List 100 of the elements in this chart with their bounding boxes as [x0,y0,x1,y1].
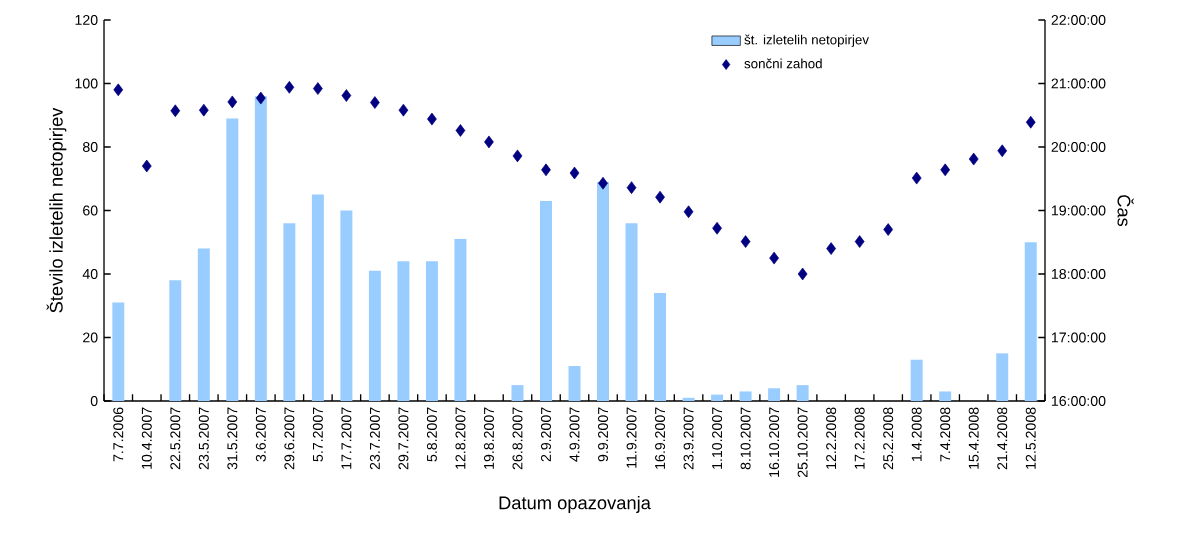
bar [226,118,239,401]
bar [197,248,210,401]
x-tick-label: 23.9.2007 [683,407,694,470]
bar [568,366,581,401]
point [170,104,181,118]
y2-tick-label: 21:00:00 [1051,78,1106,89]
y-axis-title: Število izletelih netopirjev [46,107,67,313]
bar [397,261,410,401]
y2-tick-label: 20:00:00 [1051,141,1106,152]
y2-tick-label: 22:00:00 [1051,14,1106,25]
x-tick-label: 9.9.2007 [598,407,609,462]
y-tick-label: 0 [90,395,98,406]
point [284,80,295,94]
point [598,176,608,190]
point [427,112,437,126]
bar [796,385,809,401]
point [740,235,751,248]
point [341,89,352,102]
x-tick-label: 16.10.2007 [769,407,780,477]
x-tick-label: 25.2.2008 [883,407,894,470]
x-tick-label: 15.4.2008 [968,407,979,469]
bar [682,397,695,401]
point [541,163,551,177]
bar [540,200,552,401]
point [769,251,779,265]
bar [711,394,724,401]
x-tick-label: 5.7.2007 [312,407,323,462]
point [398,103,409,117]
x-tick-label: 23.5.2007 [198,407,209,470]
point [683,205,694,219]
point [712,221,722,235]
point [997,144,1008,158]
bar [654,293,667,401]
x-tick-label: 2.9.2007 [540,407,551,462]
bar [283,223,296,401]
point [1025,115,1036,129]
x-tick-label: 25.10.2007 [797,407,808,478]
bar [910,359,923,401]
point [313,82,323,95]
y-tick-label: 100 [75,78,98,89]
point [911,171,922,185]
legend-label: št. izletelih netopirjev [744,34,869,48]
x-tick-label: 3.6.2007 [255,407,266,462]
x-tick-label: 17.7.2007 [341,407,352,469]
y-tick-label: 80 [82,141,98,152]
y-tick-label: 60 [83,205,98,216]
y-tick-label: 20 [83,332,98,343]
bar [625,223,638,401]
point [968,152,979,166]
y-tick-label: 120 [75,14,98,25]
point [569,166,580,180]
bar [254,96,267,401]
point [113,83,124,97]
x-tick-label: 29.7.2007 [398,407,409,470]
point [655,190,665,204]
x-tick-label: 8.10.2007 [740,407,751,470]
x-tick-label: 21.4.2008 [997,407,1008,470]
x-tick-label: 10.4.2007 [141,407,152,469]
x-tick-label: 11.9.2007 [626,407,637,468]
x-tick-label: 29.6.2007 [284,407,295,470]
x-tick-label: 12.2.2008 [826,407,837,469]
bar [169,280,182,401]
bar [996,353,1009,401]
y2-tick-label: 19:00:00 [1051,205,1106,216]
point [512,149,523,163]
bar [739,391,752,401]
bar [768,388,781,401]
x-tick-label: 12.5.2008 [1025,407,1036,469]
x-tick-label: 5.8.2007 [426,407,437,462]
point [256,91,266,105]
point [227,95,238,109]
x-tick-label: 23.7.2007 [369,407,380,470]
y2-tick-label: 18:00:00 [1051,268,1106,279]
bar [340,210,353,401]
x-tick-label: 1.4.2008 [911,407,922,461]
x-tick-label: 7.4.2008 [940,407,951,462]
point [854,235,865,248]
bar [939,391,952,401]
x-tick-label: 4.9.2007 [569,407,580,462]
y2-tick-label: 16:00:00 [1051,395,1106,406]
point [455,124,466,137]
point [370,96,380,109]
bar [1024,242,1037,401]
x-tick-label: 7.7.2006 [113,407,124,462]
point [797,267,808,281]
x-tick-label: 16.9.2007 [655,407,666,469]
bar [597,181,609,401]
y2-axis-title: Čas [1117,195,1134,227]
x-tick-label: 17.2.2008 [854,407,865,469]
x-tick-label: 31.5.2007 [227,407,238,470]
bar [511,385,524,401]
x-tick-label: 1.10.2007 [712,407,723,469]
point [141,159,152,173]
x-tick-label: 19.8.2007 [483,407,494,469]
legend-label: sončni zahod [744,58,822,69]
x-tick-label: 22.5.2007 [170,407,181,470]
point [826,242,836,255]
point [484,135,494,149]
point [626,181,637,194]
point [940,163,951,177]
